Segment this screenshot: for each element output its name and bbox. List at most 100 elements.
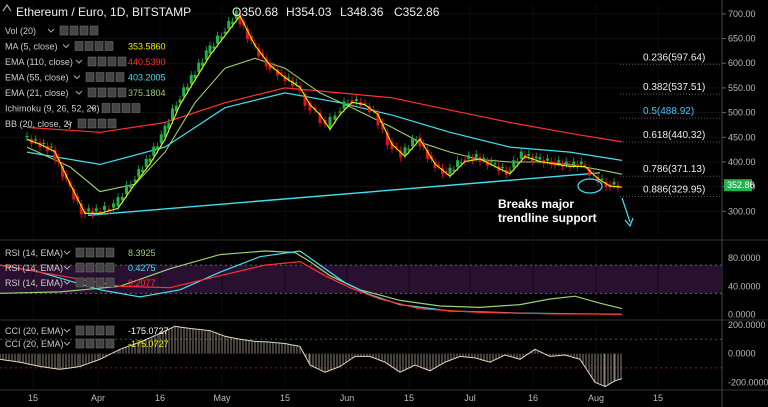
legend-control-icon — [94, 41, 104, 51]
fib-label: 0.618(440.32) — [643, 130, 705, 141]
rsi-line-3 — [0, 260, 623, 315]
candle-body — [538, 157, 542, 160]
candle-body — [186, 87, 189, 91]
legend-control-icon — [74, 41, 84, 51]
legend-value: 375.1804 — [128, 88, 166, 98]
candle-body — [141, 169, 144, 172]
legend-row[interactable]: Ichimoku (9, 26, 52, 26) — [5, 103, 141, 114]
candle-body — [579, 161, 583, 165]
dropdown-icon — [89, 106, 97, 111]
candle-body — [287, 77, 291, 79]
fib-label: 0.886(329.95) — [643, 185, 705, 196]
candle-body — [418, 137, 422, 147]
legend-row[interactable]: RSI (14, EMA) 0.2077 — [5, 277, 156, 288]
candle-body — [87, 208, 91, 212]
legend-control-icon — [75, 277, 85, 288]
legend-control-icon — [84, 41, 94, 51]
legend-row[interactable]: EMA (55, close) 403.2005 — [5, 72, 166, 83]
candle-body — [346, 103, 350, 105]
legend-control-icon — [79, 25, 89, 36]
candle-body — [342, 101, 346, 109]
candle-body — [399, 150, 403, 158]
legend-row[interactable]: EMA (110, close) 440.5390 — [5, 56, 166, 67]
candle-body — [519, 151, 523, 159]
candle-body — [376, 112, 380, 126]
symbol-title[interactable]: Ethereum / Euro, 1D, BITSTAMP — [16, 5, 191, 19]
legend-control-icon — [107, 87, 117, 98]
legend-control-icon — [107, 118, 117, 129]
time-tick-label: 15 — [404, 393, 414, 403]
time-tick-label: 15 — [280, 393, 290, 403]
down-arrow-icon — [621, 197, 631, 223]
candle-body — [25, 135, 29, 138]
last-price-tag: 352.86 — [724, 179, 755, 192]
candle-body — [257, 48, 261, 57]
price-tick-label: 600.00 — [728, 58, 756, 68]
legend-row[interactable]: RSI (14, EMA) 0.4275 — [5, 262, 156, 273]
legend-control-icon — [87, 87, 97, 98]
legend-control-icon — [111, 103, 121, 113]
candle-body — [474, 154, 478, 158]
annotation-line-1: Breaks major — [498, 197, 574, 211]
legend-label: RSI (14, EMA) — [5, 248, 63, 258]
candle-body — [107, 208, 111, 211]
support-trendline — [87, 172, 601, 216]
candle-body — [34, 139, 38, 141]
candle-body — [159, 134, 163, 144]
dropdown-icon — [63, 280, 71, 285]
candle-body — [238, 13, 242, 25]
collapse-icon[interactable] — [2, 3, 12, 12]
price-tick-label: 450.00 — [728, 132, 756, 142]
legend-row[interactable]: EMA (21, close) 375.1804 — [5, 87, 166, 98]
legend-control-icon — [59, 25, 69, 36]
candle-body — [216, 35, 219, 44]
legend-row[interactable]: MA (5, close) 353.5860 — [5, 41, 166, 52]
candle-body — [120, 197, 124, 201]
legend-row[interactable]: BB (20, close, 2) — [5, 118, 117, 129]
legend-row[interactable]: Vol (20) — [5, 25, 99, 36]
candle-body — [61, 165, 64, 177]
legend-control-icon — [105, 277, 115, 288]
legend-value: 0.4275 — [128, 263, 156, 273]
legend-row[interactable]: CCI (20, EMA) -175.0727 — [5, 325, 169, 336]
legend-control-icon — [75, 325, 85, 336]
legend-control-icon — [87, 56, 97, 67]
time-tick-label: May — [213, 393, 231, 403]
candle-body — [72, 189, 76, 200]
candle-body — [103, 205, 106, 211]
candle-body — [261, 53, 264, 56]
candle-body — [508, 170, 512, 172]
candle-body — [354, 98, 358, 102]
candle-body — [444, 171, 448, 173]
candle-body — [501, 167, 504, 169]
candle-body — [279, 72, 283, 74]
legend-label: EMA (55, close) — [5, 73, 69, 83]
ma5-line — [26, 14, 623, 214]
legend-row[interactable]: CCI (20, EMA) -175.0727 — [5, 338, 169, 349]
candle-body — [167, 122, 171, 129]
candle-body — [441, 168, 444, 175]
candle-body — [197, 62, 201, 72]
rsi-tick-label: 80.0000 — [728, 253, 761, 263]
candle-body — [152, 146, 156, 156]
legend-control-icon — [85, 338, 95, 349]
legend-control-icon — [89, 25, 99, 36]
candle-body — [42, 142, 46, 145]
legend-label: Ichimoku (9, 26, 52, 26) — [5, 104, 100, 114]
legend-control-icon — [105, 262, 115, 273]
fib-label: 0.5(488.92) — [643, 106, 694, 117]
candle-body — [212, 46, 216, 49]
legend-row[interactable]: RSI (14, EMA) 8.3925 — [5, 247, 156, 258]
time-tick-label: 16 — [155, 393, 165, 403]
candle-body — [231, 21, 234, 24]
time-tick-label: Apr — [91, 393, 105, 403]
candle-body — [308, 102, 312, 111]
legend-label: CCI (20, EMA) — [5, 326, 64, 336]
legend-value: 0.2077 — [128, 278, 156, 288]
candle-body — [367, 106, 371, 113]
legend-control-icon — [77, 118, 87, 129]
legend-control-icon — [95, 72, 105, 82]
candle-body — [333, 115, 337, 120]
candle-body — [174, 105, 178, 112]
